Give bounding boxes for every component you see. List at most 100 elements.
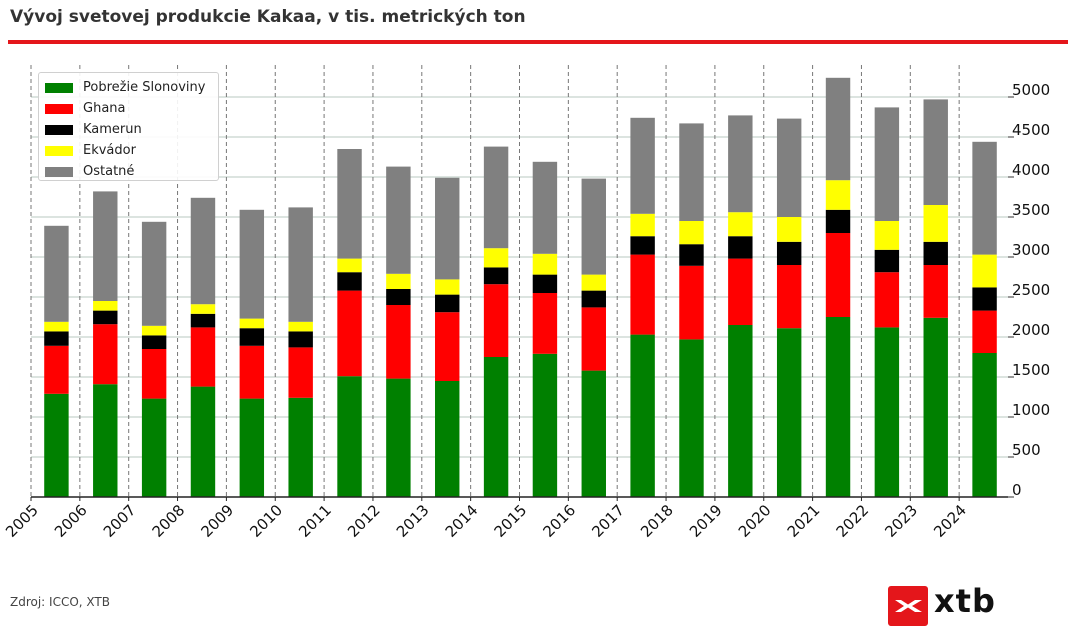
bar-segment (288, 207, 313, 322)
x-tick-label: 2012 (344, 501, 384, 541)
bar-segment (483, 357, 509, 497)
bar-segment (728, 115, 753, 213)
bar-segment (679, 221, 704, 245)
bar-segment (435, 381, 460, 497)
legend-item: Ostatné (45, 161, 218, 182)
bar-segment (239, 398, 265, 497)
legend-label: Ekvádor (83, 143, 136, 158)
bar-segment (825, 317, 851, 497)
legend-swatch (45, 124, 73, 135)
bar-segment (581, 274, 606, 291)
bar-segment (44, 321, 69, 332)
bar-segment (44, 225, 69, 322)
bar-segment (874, 249, 900, 273)
legend-swatch (45, 103, 73, 114)
bar-segment (141, 335, 167, 349)
bar-segment (190, 327, 216, 387)
bar-segment (141, 349, 167, 399)
xtb-logo: xtb (888, 582, 998, 627)
bar-segment (386, 378, 411, 497)
bar-segment (581, 307, 606, 371)
bar-segment (532, 274, 558, 293)
bar-segment (190, 304, 216, 314)
bar-segment (630, 334, 655, 497)
bar-segment (93, 324, 118, 385)
legend-label: Pobrežie Slonoviny (83, 80, 206, 95)
bar-segment (288, 397, 313, 497)
x-tick-label: 2013 (393, 501, 433, 541)
title-underline (8, 40, 1068, 44)
bars-layer (44, 77, 997, 497)
bar-segment (483, 267, 509, 285)
bar-segment (825, 180, 851, 210)
bar-segment (923, 99, 948, 205)
y-tick-label: 4000 (1012, 161, 1050, 179)
x-tick-label: 2006 (51, 501, 91, 541)
legend-label: Ghana (83, 101, 126, 116)
bar-segment (923, 241, 948, 265)
y-tick-label: 1000 (1012, 401, 1050, 419)
x-tick-label: 2024 (930, 501, 970, 541)
bar-segment (923, 265, 948, 318)
bar-segment (483, 284, 509, 357)
bar-segment (581, 178, 606, 275)
bar-segment (972, 353, 997, 497)
bar-segment (825, 209, 851, 233)
legend-item: Kamerun (45, 119, 218, 140)
y-tick-label: 2500 (1012, 281, 1050, 299)
x-tick-label: 2016 (539, 501, 579, 541)
bar-segment (679, 123, 704, 221)
x-tick-label: 2007 (100, 501, 140, 541)
x-tick-label: 2011 (295, 501, 335, 541)
bar-segment (239, 209, 265, 319)
bar-segment (386, 305, 411, 379)
bar-segment (93, 384, 118, 497)
bar-segment (532, 293, 558, 354)
x-tick-label: 2020 (735, 501, 775, 541)
bar-segment (386, 273, 411, 289)
legend-swatch (45, 145, 73, 156)
bar-segment (239, 345, 265, 399)
bar-segment (630, 213, 655, 237)
bar-segment (288, 347, 313, 398)
bar-segment (874, 272, 900, 328)
bar-segment (386, 289, 411, 305)
stacked-bar-chart: 0 500 1000 1500 2000 2500 3000 3500 4000 4500 5000… (2, 65, 1050, 541)
bar-segment (972, 310, 997, 353)
bar-segment (337, 272, 362, 291)
bar-segment (337, 258, 362, 273)
bar-segment (93, 301, 118, 311)
bar-segment (972, 254, 997, 288)
bar-segment (93, 310, 118, 325)
bar-segment (288, 331, 313, 348)
x-tick-label: 2023 (881, 501, 921, 541)
bar-segment (435, 177, 460, 280)
bar-segment (874, 327, 900, 497)
x-tick-label: 2010 (246, 501, 286, 541)
bar-segment (435, 279, 460, 295)
xtb-logo-text: xtb (934, 582, 996, 620)
bar-segment (776, 217, 802, 242)
bar-segment (679, 265, 704, 340)
chart-title: Vývoj svetovej produkcie Kakaa, v tis. m… (10, 7, 526, 27)
bar-segment (337, 290, 362, 377)
bar-segment (435, 294, 460, 313)
bar-segment (630, 236, 655, 255)
bar-segment (679, 244, 704, 266)
x-tick-label: 2014 (442, 501, 482, 541)
y-tick-label: 2000 (1012, 321, 1050, 339)
bar-segment (679, 339, 704, 497)
bar-segment (923, 317, 948, 497)
legend-swatch (45, 82, 73, 93)
y-tick-label: 5000 (1012, 81, 1050, 99)
bar-segment (288, 321, 313, 332)
bar-segment (874, 107, 900, 221)
xtb-x-mark-icon (895, 600, 922, 612)
y-tick-label: 500 (1012, 441, 1041, 459)
bar-segment (337, 149, 362, 259)
bar-segment (825, 77, 851, 181)
x-tick-label: 2021 (784, 501, 824, 541)
chart-legend: Pobrežie Slonoviny Ghana Kamerun Ekvádor Ost… (38, 72, 219, 181)
bar-segment (776, 265, 802, 329)
x-tick-label: 2005 (2, 501, 42, 541)
